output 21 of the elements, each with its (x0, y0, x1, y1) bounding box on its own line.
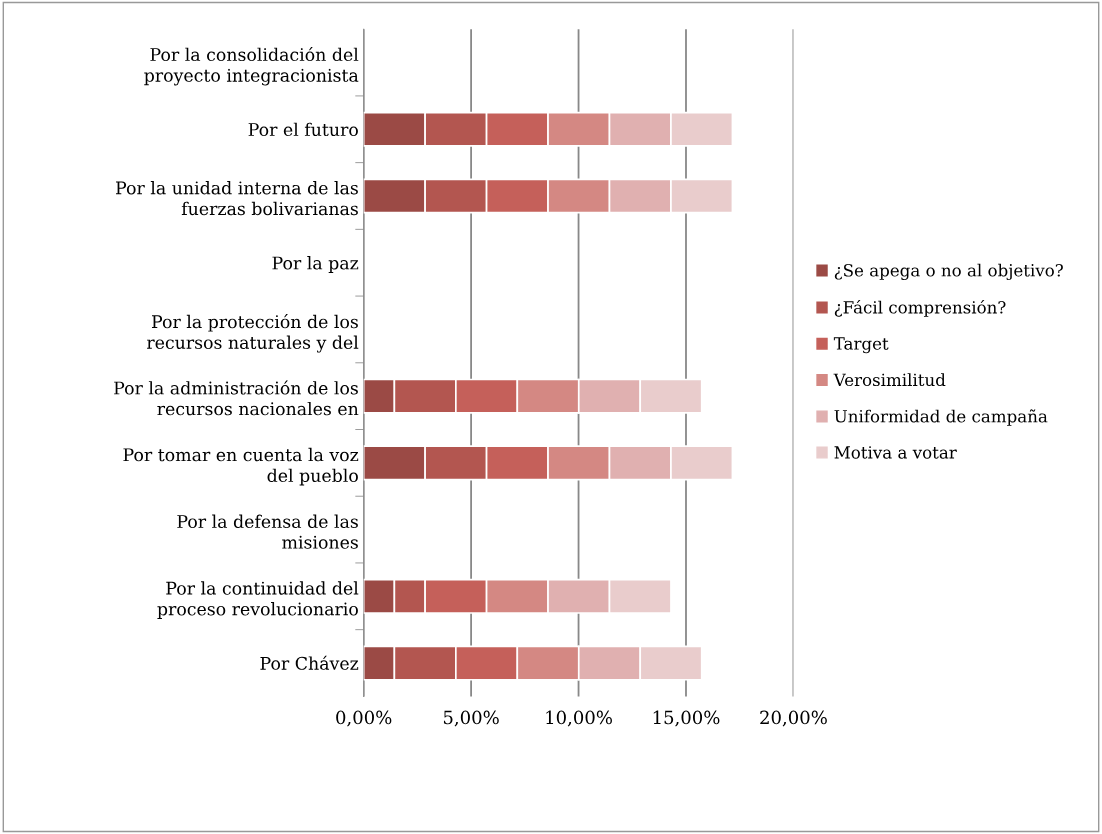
y-tick-label: Por la consolidación del proyecto integracionista (144, 46, 359, 86)
y-tick-label: Por la continuidad del proceso revolucionario (157, 581, 359, 619)
legend-label: Motiva a votar (834, 446, 957, 459)
y-tick-label: Por Chávez (260, 655, 359, 670)
y-tick-label: Por la defensa de las misiones (177, 514, 358, 549)
y-tick-label: Por la protección de los recursos naturales y del (147, 314, 359, 353)
legend-label: Uniformidad de campaña (834, 409, 1048, 426)
x-tick-label: 5,00% (443, 710, 499, 727)
x-tick-label: 10,00% (546, 710, 612, 727)
y-tick-label: Por el futuro (248, 122, 358, 137)
legend-label: Target (833, 337, 889, 354)
legend-label: Verosimilitud (833, 373, 946, 387)
legend-label: ¿Fácil comprensión? (834, 300, 1006, 317)
y-tick-label: Por tomar en cuenta la voz del pueblo (123, 447, 359, 486)
x-tick-label: 15,00% (653, 710, 720, 727)
y-tick-label: Por la unidad interna de las fuerzas bolivarianas (116, 180, 358, 216)
x-tick-label: 20,00% (760, 710, 827, 727)
y-tick-label: Por la paz (272, 256, 359, 273)
y-tick-label: Por la administración de los recursos nacionales en (114, 380, 359, 416)
x-tick-label: 0,00% (336, 710, 392, 727)
legend-label: ¿Se apega o no al objetivo? (834, 263, 1063, 281)
